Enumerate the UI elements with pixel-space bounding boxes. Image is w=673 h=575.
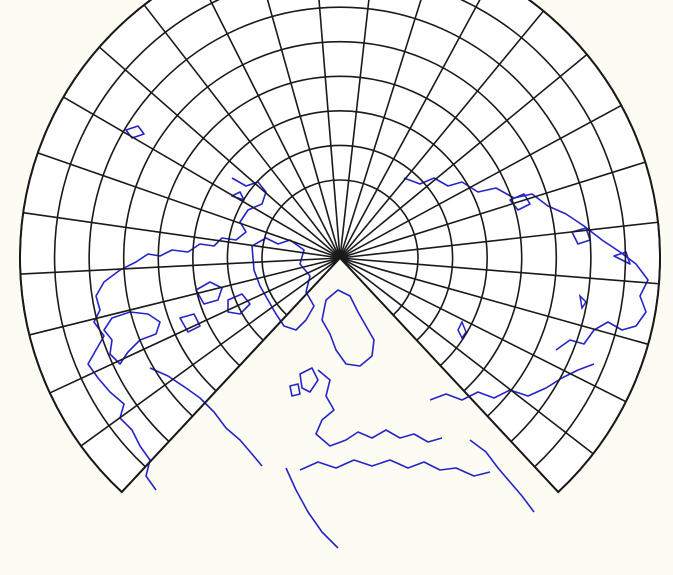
coast-canada-east: [149, 367, 263, 467]
meridian-line: [339, 257, 594, 455]
coast-scandinavia: [321, 289, 375, 367]
meridian-line: [63, 96, 341, 259]
meridian-line: [98, 46, 341, 259]
meridian-line: [339, 257, 649, 346]
meridian-line: [209, 0, 341, 259]
coast-greenland: [251, 237, 315, 331]
parallel-line: [157, 75, 523, 392]
meridian-line: [266, 0, 341, 259]
coast-british-isles: [289, 367, 319, 397]
meridian-line: [23, 211, 341, 259]
meridian-line: [37, 152, 341, 259]
coast-north-america: [87, 177, 267, 491]
coast-africa-north: [285, 467, 339, 549]
lake-baikal: [578, 293, 587, 310]
meridian-line: [339, 0, 481, 259]
meridian-line: [318, 0, 341, 259]
meridian-line: [339, 0, 370, 259]
meridian-line: [339, 257, 627, 403]
coast-eurasia-north: [403, 177, 649, 351]
coast-europe-west: [315, 369, 443, 447]
meridian-line: [29, 257, 341, 336]
parallel-line: [53, 0, 627, 468]
map-border: [19, 0, 661, 494]
meridian-line: [20, 257, 341, 275]
parallel-line: [88, 6, 592, 443]
meridian-line: [49, 257, 341, 394]
parallel-line: [192, 110, 488, 367]
graticule: [19, 0, 661, 494]
meridian-line: [339, 161, 646, 259]
meridian-line: [339, 0, 422, 259]
meridian-line: [339, 257, 660, 285]
parallel-line: [122, 40, 558, 417]
meridian-line: [80, 257, 341, 447]
meridian-line: [339, 104, 622, 259]
lake-caspian: [457, 320, 467, 340]
meridian-line: [143, 4, 341, 259]
coast-hudson-bay: [103, 311, 161, 365]
meridian-line: [339, 10, 545, 259]
coast-arabia-india: [469, 439, 535, 513]
meridian-line: [339, 53, 588, 259]
meridian-line: [339, 221, 659, 259]
coast-mediterranean: [299, 459, 491, 477]
